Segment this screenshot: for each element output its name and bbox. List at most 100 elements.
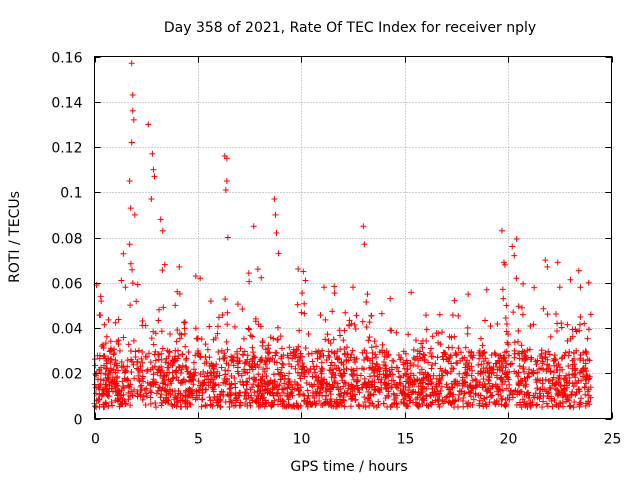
data-point — [414, 348, 421, 355]
data-point — [483, 394, 490, 401]
data-point — [331, 283, 338, 290]
data-point — [178, 331, 185, 338]
data-point — [405, 403, 412, 410]
data-point — [274, 336, 281, 343]
data-point — [270, 335, 277, 342]
data-point — [547, 333, 554, 340]
data-point — [428, 353, 435, 360]
data-point — [248, 384, 255, 391]
data-point — [350, 367, 357, 374]
data-point — [256, 388, 263, 395]
data-point — [554, 320, 561, 327]
data-point — [580, 368, 587, 375]
data-point — [489, 366, 496, 373]
data-point — [503, 385, 510, 392]
data-point — [435, 339, 442, 346]
data-point — [520, 363, 527, 370]
data-point — [176, 363, 183, 370]
data-point — [179, 351, 186, 358]
data-point — [558, 324, 565, 331]
data-point — [444, 370, 451, 377]
data-point — [409, 378, 416, 385]
data-point — [486, 399, 493, 406]
data-point — [173, 374, 180, 381]
data-point — [390, 377, 397, 384]
data-point — [551, 396, 558, 403]
data-point — [113, 380, 120, 387]
data-point — [544, 311, 551, 318]
data-point — [157, 216, 164, 223]
data-point — [347, 354, 354, 361]
data-point — [263, 399, 270, 406]
data-point — [139, 317, 146, 324]
data-point — [121, 398, 128, 405]
data-point — [505, 341, 512, 348]
data-point — [582, 360, 589, 367]
data-point — [587, 311, 594, 318]
data-point — [222, 186, 229, 193]
data-point — [152, 400, 159, 407]
data-point — [379, 347, 386, 354]
data-point — [96, 403, 103, 410]
data-point — [414, 363, 421, 370]
data-point — [192, 396, 199, 403]
data-point — [278, 386, 285, 393]
data-point — [319, 366, 326, 373]
data-point — [552, 386, 559, 393]
data-point — [164, 364, 171, 371]
data-point — [209, 384, 216, 391]
data-point — [224, 234, 231, 241]
data-point — [310, 363, 317, 370]
data-point — [294, 358, 301, 365]
data-point — [215, 314, 222, 321]
data-point — [337, 332, 344, 339]
data-point — [373, 354, 380, 361]
data-point — [289, 403, 296, 410]
data-point — [501, 354, 508, 361]
data-point — [559, 399, 566, 406]
data-point — [570, 404, 577, 411]
data-point — [284, 352, 291, 359]
data-point — [548, 398, 555, 405]
data-point — [560, 376, 567, 383]
data-point — [547, 367, 554, 374]
data-point — [393, 329, 400, 336]
data-point — [584, 335, 591, 342]
data-point — [96, 385, 103, 392]
data-point — [453, 351, 460, 358]
data-point — [513, 370, 520, 377]
data-point — [300, 268, 307, 275]
data-point — [570, 349, 577, 356]
data-point — [260, 366, 267, 373]
data-point — [224, 346, 231, 353]
data-point — [507, 361, 514, 368]
data-point — [316, 353, 323, 360]
data-point — [495, 386, 502, 393]
data-point — [487, 393, 494, 400]
data-point — [540, 305, 547, 312]
data-point — [137, 392, 144, 399]
data-point — [324, 381, 331, 388]
data-point — [534, 385, 541, 392]
data-point — [573, 389, 580, 396]
data-point — [571, 361, 578, 368]
data-point — [235, 370, 242, 377]
data-point — [314, 349, 321, 356]
data-point — [199, 389, 206, 396]
data-point — [567, 391, 574, 398]
data-point — [111, 350, 118, 357]
data-point — [511, 354, 518, 361]
data-point — [369, 400, 376, 407]
data-point — [197, 371, 204, 378]
data-point — [350, 284, 356, 291]
data-point — [452, 378, 459, 385]
data-point — [351, 321, 358, 328]
data-point — [555, 403, 562, 410]
data-point — [124, 357, 131, 364]
grid-lines — [94, 56, 612, 419]
data-point — [253, 399, 260, 406]
data-point — [137, 391, 144, 398]
data-point — [295, 343, 302, 350]
data-point — [499, 286, 506, 293]
data-point — [410, 346, 417, 353]
